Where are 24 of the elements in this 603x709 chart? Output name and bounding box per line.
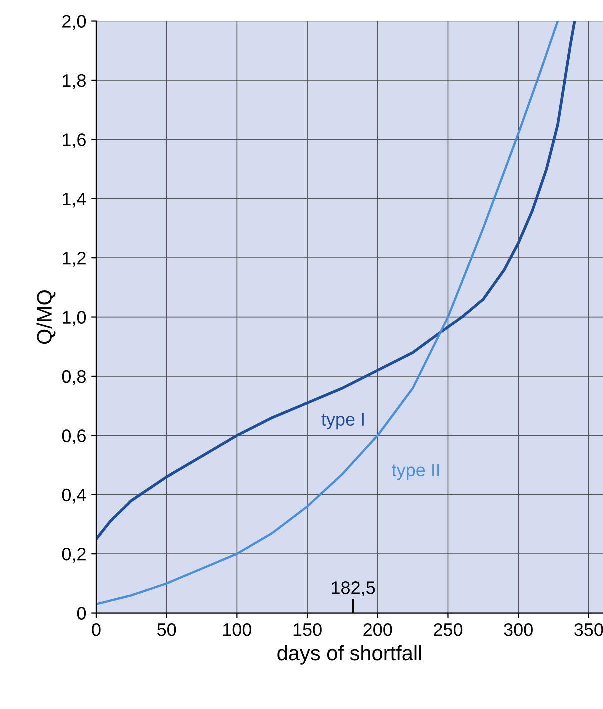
x-tick-label: 150 (294, 623, 322, 636)
series-label: type II (392, 464, 440, 480)
x-tick-label: 250 (434, 623, 463, 636)
y-tick-label: 1,2 (63, 252, 86, 267)
y-tick-label: 1,0 (63, 311, 86, 326)
y-tick-label: 1,6 (63, 134, 86, 149)
series-label: type I (322, 413, 364, 430)
x-tick-label: 50 (158, 623, 176, 636)
y-tick-label: 0,6 (62, 430, 86, 445)
y-tick-label: 0,2 (62, 548, 86, 563)
y-tick-label: 0,8 (62, 370, 86, 386)
x-tick-label: 100 (223, 623, 252, 636)
y-tick-label: 0 (77, 607, 86, 620)
x-tick-label: 350 (574, 623, 603, 636)
y-tick-label: 2,0 (62, 15, 86, 30)
annotation: 182,5 (332, 582, 376, 596)
y-tick-label: 0,4 (62, 488, 86, 504)
x-axis-title: days of shortfall (278, 645, 422, 665)
y-tick-label: 1,8 (63, 74, 86, 90)
x-tick-label: 0 (92, 623, 101, 636)
y-tick-label: 1,4 (63, 192, 86, 208)
x-tick-label: 300 (504, 623, 533, 636)
y-axis-title: Q/MQ (36, 290, 56, 344)
x-tick-label: 200 (364, 623, 392, 636)
